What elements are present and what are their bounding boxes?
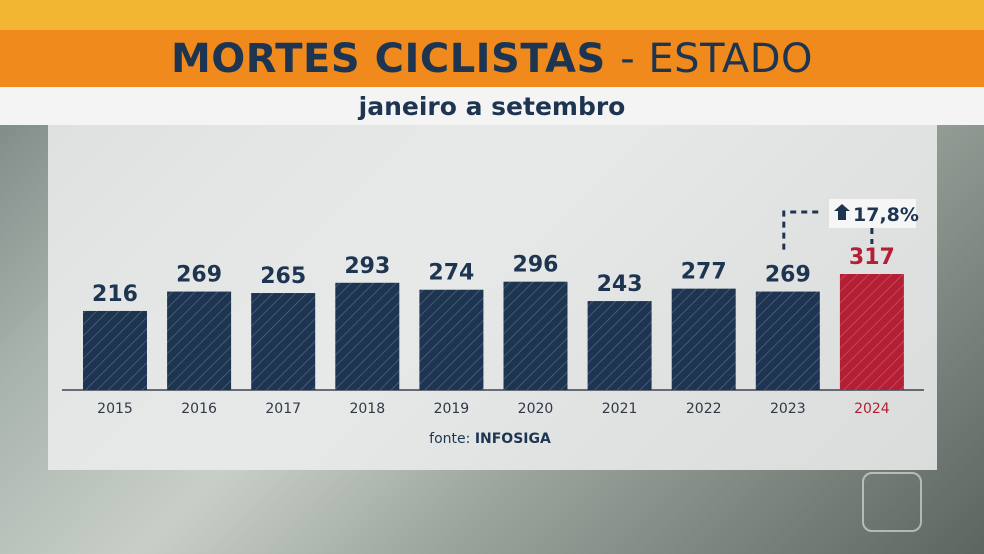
tick-label-2017: 2017 xyxy=(265,401,301,417)
value-label-2019: 274 xyxy=(428,261,474,286)
value-label-2017: 265 xyxy=(260,264,306,289)
tick-label-2024: 2024 xyxy=(854,401,890,417)
tick-label-2021: 2021 xyxy=(602,401,638,417)
tick-label-2023: 2023 xyxy=(770,401,806,417)
value-label-2022: 277 xyxy=(681,260,727,285)
value-label-2020: 296 xyxy=(513,253,559,278)
tick-label-2018: 2018 xyxy=(349,401,385,417)
bar-hatch-2018 xyxy=(335,282,400,390)
bar-hatch-2020 xyxy=(503,281,568,390)
value-label-2015: 216 xyxy=(92,282,138,307)
annotation-text: 17,8% xyxy=(853,204,919,226)
chart-title: MORTES CICLISTAS - ESTADO xyxy=(170,35,814,82)
bar-hatch-2017 xyxy=(251,293,316,390)
title-band: MORTES CICLISTAS - ESTADO xyxy=(0,30,984,87)
tick-label-2015: 2015 xyxy=(97,401,133,417)
bar-hatch-2024 xyxy=(839,274,904,390)
top-stripe xyxy=(0,0,984,30)
bar-hatch-2023 xyxy=(755,291,820,390)
value-label-2023: 269 xyxy=(765,263,811,288)
tick-label-2016: 2016 xyxy=(181,401,217,417)
chart-subtitle: janeiro a setembro xyxy=(358,91,626,121)
subtitle-band: janeiro a setembro xyxy=(0,87,984,125)
bar-hatch-2021 xyxy=(587,301,652,390)
value-label-2021: 243 xyxy=(597,272,643,297)
bar-hatch-2015 xyxy=(83,310,147,390)
tick-label-2020: 2020 xyxy=(518,401,554,417)
bar-hatch-2022 xyxy=(671,288,736,390)
value-label-2016: 269 xyxy=(176,263,222,288)
bar-hatch-2016 xyxy=(167,291,232,390)
annotation-connector xyxy=(782,210,820,250)
arrow-up-icon xyxy=(834,204,850,220)
bar-hatch-2019 xyxy=(419,289,484,390)
broadcaster-logo xyxy=(862,472,922,532)
source-note: fonte: INFOSIGA xyxy=(429,431,551,447)
tick-label-2022: 2022 xyxy=(686,401,722,417)
tick-label-2019: 2019 xyxy=(434,401,470,417)
value-label-2018: 293 xyxy=(344,254,390,279)
value-label-2024: 317 xyxy=(849,245,895,270)
